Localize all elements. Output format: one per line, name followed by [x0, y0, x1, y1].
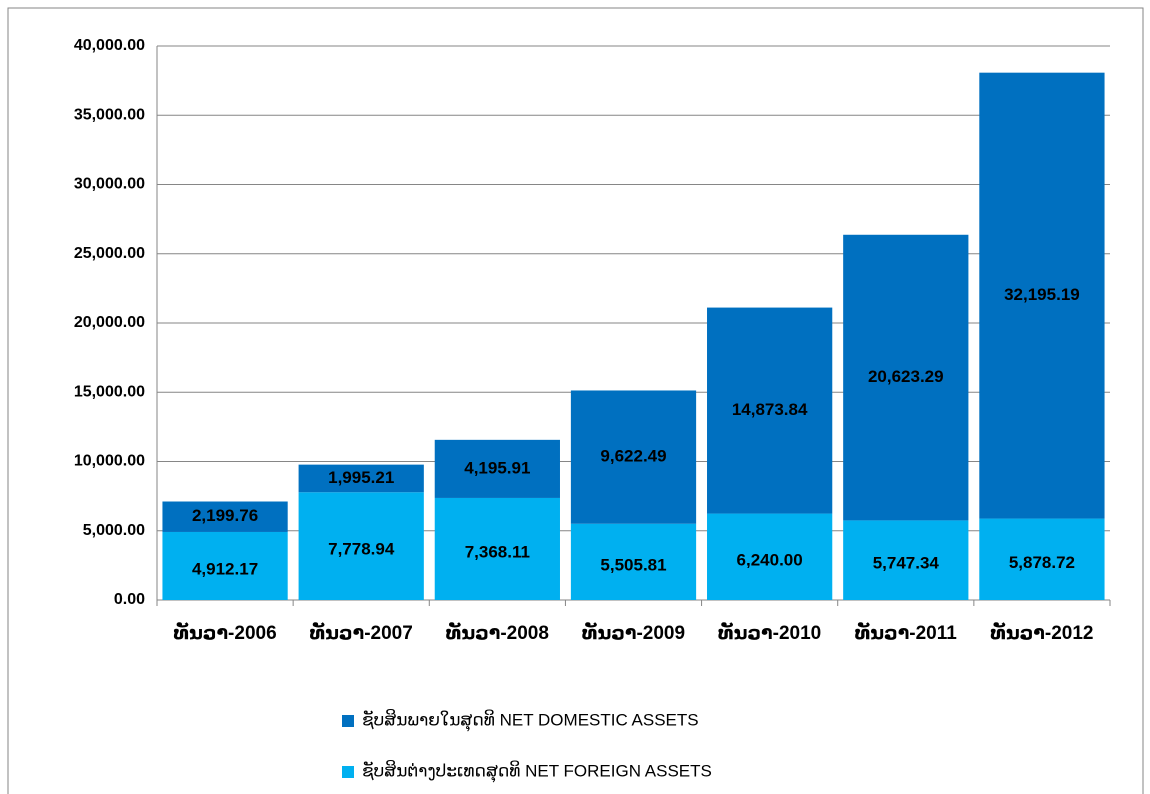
x-tick-label: ທັນວາ-2007 [310, 621, 413, 644]
bar-segment [843, 520, 969, 600]
value-label: 5,505.81 [600, 555, 666, 574]
value-label: 1,995.21 [328, 468, 394, 487]
bar-segment [979, 518, 1105, 600]
legend-swatch [342, 715, 354, 727]
value-label: 5,747.34 [873, 554, 940, 573]
value-label: 6,240.00 [737, 550, 803, 569]
y-tick-label: 10,000.00 [74, 453, 145, 470]
bar-segment [434, 497, 560, 600]
legend-swatch [342, 766, 354, 778]
x-tick-label: ທັນວາ-2006 [173, 621, 276, 644]
value-label: 4,912.17 [192, 559, 258, 578]
bar-segment [434, 439, 560, 498]
y-tick-label: 30,000.00 [74, 176, 145, 193]
value-label: 4,195.91 [464, 458, 530, 477]
y-tick-label: 5,000.00 [83, 522, 145, 539]
bar-segment [162, 501, 288, 532]
bar-segment [162, 531, 288, 600]
bar-segment [570, 390, 697, 524]
value-label: 7,368.11 [465, 542, 530, 561]
y-tick-label: 20,000.00 [74, 314, 145, 331]
bar-segment [707, 513, 833, 600]
x-tick-label: ທັນວາ-2011 [855, 621, 958, 644]
legend-label: ຊັບສິນຕ່າງປະເທດສຸດທິ NET FOREIGN ASSETS [362, 759, 712, 783]
y-tick-label: 35,000.00 [74, 106, 145, 123]
legend-label: ຊັບສິນພາຍໃນສຸດທິ NET DOMESTIC ASSETS [362, 708, 699, 732]
value-label: 5,878.72 [1009, 553, 1075, 572]
value-label: 2,199.76 [192, 506, 258, 525]
chart-border [7, 7, 1144, 794]
x-tick-label: ທັນວາ-2012 [990, 621, 1093, 644]
value-label: 32,195.19 [1004, 285, 1080, 304]
y-tick-label: 40,000.00 [74, 37, 145, 54]
bar-segment [707, 307, 833, 514]
value-label: 9,622.49 [600, 447, 666, 466]
x-tick-label: ທັນວາ-2010 [718, 621, 821, 644]
y-tick-label: 25,000.00 [74, 245, 145, 262]
bar-segment [843, 234, 969, 521]
y-tick-label: 0.00 [114, 591, 145, 608]
bar-segment [979, 72, 1105, 519]
value-label: 14,873.84 [732, 400, 808, 419]
value-label: 7,778.94 [328, 540, 395, 559]
y-tick-label: 15,000.00 [74, 383, 145, 400]
bar-segment [298, 464, 424, 493]
x-tick-label: ທັນວາ-2009 [582, 621, 685, 644]
value-label: 20,623.29 [868, 367, 944, 386]
bar-segment [570, 523, 697, 600]
bar-segment [298, 492, 424, 600]
x-tick-label: ທັນວາ-2008 [446, 621, 549, 644]
